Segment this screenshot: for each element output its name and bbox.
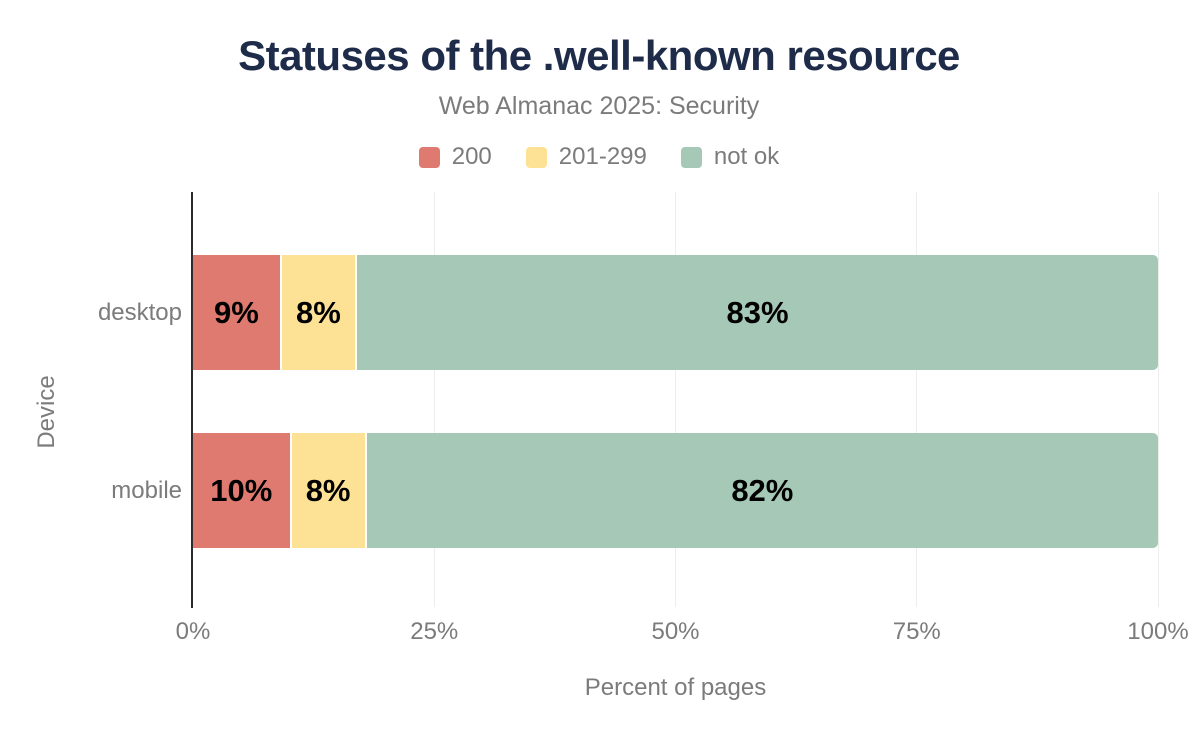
plot-area: 0% 25% 50% 75% 100% desktop 9% 8% 83% mobile 10% 8%…: [98, 192, 1189, 645]
x-tick-label: 50%: [651, 618, 700, 645]
y-axis-title: Device: [33, 375, 60, 449]
data-label: 82%: [731, 472, 794, 508]
bar-segment-mobile-200[interactable]: 10%: [193, 433, 290, 548]
data-label: 10%: [210, 472, 273, 508]
legend-swatch-icon: [418, 146, 440, 168]
chart-title: Statuses of the .well-known resource: [238, 32, 960, 79]
category-label: desktop: [97, 298, 182, 326]
x-tick-label: 100%: [1127, 618, 1189, 645]
bar-row-desktop: desktop 9% 8% 83%: [98, 255, 1158, 370]
legend-item-200[interactable]: 200: [418, 143, 492, 171]
legend-item-not-ok[interactable]: not ok: [680, 143, 780, 171]
data-label: 83%: [726, 294, 789, 330]
bar-row-mobile: mobile 10% 8% 82%: [111, 433, 1158, 548]
legend-swatch-icon: [525, 146, 547, 168]
bar-segment-desktop-201-299[interactable]: 8%: [279, 255, 358, 370]
legend-label: not ok: [713, 143, 780, 170]
gridline: [916, 192, 918, 607]
bar-segment-mobile-not-ok[interactable]: 82%: [366, 433, 1158, 548]
bar-segment-desktop-200[interactable]: 9%: [193, 255, 280, 370]
gridline: [433, 192, 435, 607]
data-label: 8%: [296, 294, 341, 330]
data-label: 8%: [305, 472, 351, 508]
gridline: [1157, 192, 1159, 607]
legend: 200 201-299 not ok: [0, 142, 1198, 172]
x-tick-label: 75%: [892, 618, 941, 645]
data-label: 9%: [214, 294, 259, 330]
bar-segment-desktop-not-ok[interactable]: 83%: [357, 255, 1158, 370]
legend-swatch-icon: [680, 146, 702, 168]
chart-subtitle: Web Almanac 2025: Security: [438, 92, 760, 120]
gridline: [675, 192, 676, 607]
legend-label: 201-299: [558, 143, 647, 170]
x-axis-title: Percent of pages: [584, 674, 767, 701]
x-tick-label: 0%: [175, 618, 211, 645]
legend-item-201-299[interactable]: 201-299: [525, 143, 647, 171]
bar-segment-mobile-201-299[interactable]: 8%: [289, 433, 367, 548]
category-label: mobile: [111, 476, 182, 504]
y-axis-line: [191, 192, 193, 608]
x-tick-label: 25%: [410, 618, 459, 645]
legend-label: 200: [451, 143, 492, 170]
